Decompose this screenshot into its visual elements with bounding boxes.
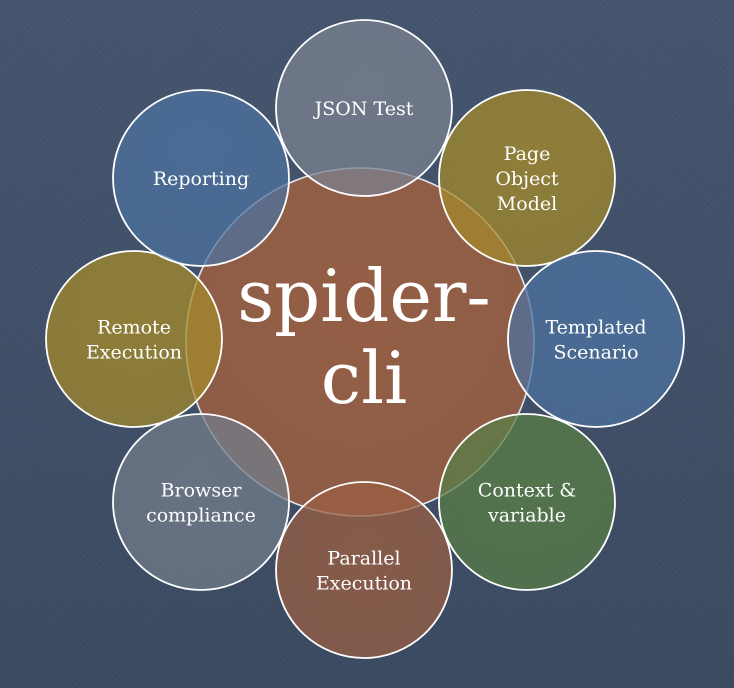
node-label-templated-scenario: Scenario <box>553 342 638 364</box>
node-label-context-variable: Context & <box>478 480 576 502</box>
node-label-context-variable: variable <box>487 505 566 527</box>
node-label-json-test: JSON Test <box>313 98 414 120</box>
node-templated-scenario: Templated Scenario <box>507 250 685 428</box>
node-context-variable: Context & variable <box>438 413 616 591</box>
node-label-parallel-execution: Execution <box>316 573 412 595</box>
node-label-remote-execution: Remote <box>97 317 171 339</box>
node-parallel-execution: Parallel Execution <box>275 481 453 659</box>
node-label-page-object-model: Model <box>497 193 557 215</box>
node-label-parallel-execution: Parallel <box>327 548 400 570</box>
node-label-page-object-model: Page <box>504 143 551 165</box>
node-remote-execution: Remote Execution <box>45 250 223 428</box>
node-label-browser-compliance: compliance <box>146 505 256 527</box>
node-circle-json-test <box>275 19 453 197</box>
node-json-test: JSON Test <box>275 19 453 197</box>
node-browser-compliance: Browser compliance <box>112 413 290 591</box>
node-circle-context-variable <box>438 413 616 591</box>
node-circle-parallel-execution <box>275 481 453 659</box>
node-label-remote-execution: Execution <box>86 342 182 364</box>
node-circle-templated-scenario <box>507 250 685 428</box>
center-label: spider- <box>237 254 491 338</box>
node-label-reporting: Reporting <box>153 168 249 190</box>
center-label: cli <box>321 336 407 420</box>
node-page-object-model: Page Object Model <box>438 89 616 267</box>
center-label-group: spider-cli <box>237 254 491 420</box>
node-circle-page-object-model <box>438 89 616 267</box>
node-circle-reporting <box>112 89 290 267</box>
node-circle-browser-compliance <box>112 413 290 591</box>
node-label-templated-scenario: Templated <box>545 317 646 339</box>
node-label-page-object-model: Object <box>495 168 559 190</box>
node-label-browser-compliance: Browser <box>161 480 243 502</box>
node-circle-remote-execution <box>45 250 223 428</box>
node-reporting: Reporting <box>112 89 290 267</box>
